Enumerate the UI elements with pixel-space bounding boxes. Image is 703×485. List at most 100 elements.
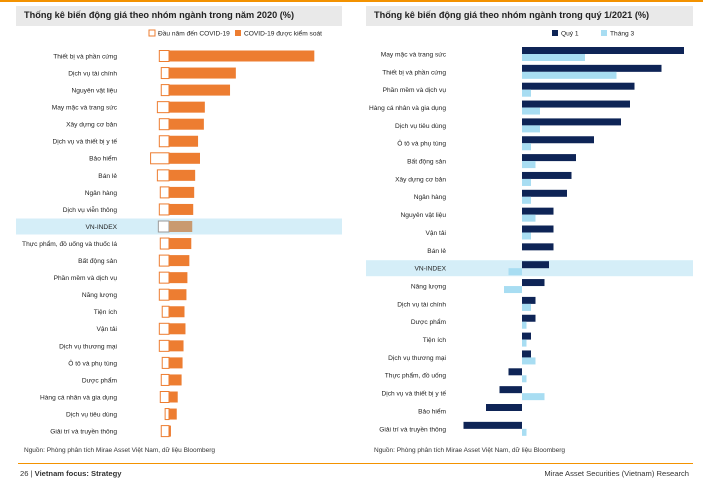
category-label-dich-vu-vien-thong: Dịch vụ viễn thông bbox=[63, 205, 118, 214]
footer-section: Vietnam focus: Strategy bbox=[34, 469, 122, 478]
bar-quarter1-bao-hiem bbox=[486, 404, 522, 411]
bar-covid-controlled-dich-vu-tieu-dung bbox=[169, 408, 177, 420]
legend-label-covid-controlled: COVID-19 được kiểm soát bbox=[244, 30, 322, 38]
category-label-xay-dung-co-ban: Xây dựng cơ bản bbox=[66, 122, 117, 129]
category-label-giai-tri-va-truyen-thong: Giải trí và truyền thông bbox=[379, 424, 446, 433]
category-label-van-tai: Vận tải bbox=[96, 326, 117, 333]
category-label-hang-ca-nhan-va-gia-dung: Hàng cá nhân và gia dụng bbox=[369, 105, 446, 112]
legend-label-before-covid: Đầu năm đến COVID-19 bbox=[158, 29, 230, 38]
legend-swatch-solid bbox=[235, 30, 241, 36]
left-chart-header: Thống kê biến động giá theo nhóm ngành t… bbox=[16, 6, 342, 26]
category-label-duoc-pham: Dược phẩm bbox=[82, 376, 118, 384]
bar-covid-controlled-bat-dong-san bbox=[169, 255, 190, 267]
category-label-vn-index: VN-INDEX bbox=[414, 266, 446, 273]
legend-swatch-outline bbox=[148, 29, 156, 37]
category-label-dich-vu-va-thiet-bi-y-te: Dịch vụ và thiết bị y tế bbox=[381, 389, 446, 398]
bar-before-covid-dich-vu-tai-chinh bbox=[160, 67, 170, 80]
bar-covid-controlled-nguyen-vat-lieu bbox=[169, 84, 231, 96]
bar-before-covid-dich-vu-va-thiet-bi-y-te bbox=[158, 135, 170, 148]
bar-march-duoc-pham bbox=[522, 321, 527, 329]
bar-before-covid-duoc-pham bbox=[160, 373, 170, 386]
bar-covid-controlled-hang-ca-nhan-va-gia-dung bbox=[169, 391, 178, 403]
bar-quarter1-bat-dong-san bbox=[522, 154, 576, 162]
bar-quarter1-thiet-bi-va-phan-cung bbox=[522, 64, 662, 72]
bar-quarter1-van-tai bbox=[522, 225, 554, 233]
bar-march-may-mac-va-trang-suc bbox=[522, 54, 585, 61]
bar-march-bat-dong-san bbox=[522, 161, 536, 169]
bar-march-dich-vu-va-thiet-bi-y-te bbox=[522, 393, 545, 401]
bar-before-covid-ngan-hang bbox=[159, 186, 170, 199]
category-label-thuc-pham-do-uong-va-thuoc-la: Thực phẩm, đồ uống và thuốc lá bbox=[22, 239, 117, 248]
legend-label-quarter1: Quý 1 bbox=[561, 31, 579, 38]
bar-covid-controlled-bao-hiem bbox=[169, 152, 200, 164]
bar-covid-controlled-thiet-bi-va-phan-cung bbox=[169, 50, 315, 62]
left-legend: Đầu năm đến COVID-19 COVID-19 được kiểm s… bbox=[148, 29, 322, 38]
bar-march-van-tai bbox=[522, 232, 531, 240]
legend-swatch-march bbox=[601, 30, 607, 36]
footer-page-number: 26 | bbox=[20, 469, 35, 478]
bar-before-covid-phan-mem-va-dich-vu bbox=[158, 271, 170, 284]
bar-covid-controlled-duoc-pham bbox=[169, 374, 182, 386]
bar-covid-controlled-xay-dung-co-ban bbox=[169, 118, 204, 130]
bar-before-covid-thuc-pham-do-uong-va-thuoc-la bbox=[159, 237, 170, 250]
left-chart-source: Nguồn: Phòng phân tích Mirae Asset Việt … bbox=[24, 447, 216, 454]
bar-march-nang-luong bbox=[504, 286, 522, 294]
category-label-phan-mem-va-dich-vu: Phần mềm và dịch vụ bbox=[54, 273, 118, 282]
category-label-vn-index: VN-INDEX bbox=[85, 224, 117, 231]
right-chart-title: Thống kê biến động giá theo nhóm ngành t… bbox=[374, 10, 650, 20]
bar-quarter1-giai-tri-va-truyen-thong bbox=[463, 421, 522, 429]
bar-before-covid-dich-vu-tieu-dung bbox=[164, 408, 170, 421]
category-label-nang-luong: Năng lượng bbox=[411, 283, 446, 290]
footer-company: Mirae Asset Securities (Vietnam) Researc… bbox=[544, 469, 689, 478]
category-label-bat-dong-san: Bất động sản bbox=[78, 256, 117, 265]
bar-before-covid-nang-luong bbox=[158, 288, 170, 301]
bar-before-covid-bat-dong-san bbox=[158, 254, 170, 267]
top-accent-rule bbox=[0, 0, 703, 2]
bar-covid-controlled-ngan-hang bbox=[169, 186, 195, 198]
bar-before-covid-bao-hiem bbox=[150, 152, 170, 165]
bar-quarter1-duoc-pham bbox=[522, 314, 536, 322]
bar-before-covid-xay-dung-co-ban bbox=[158, 118, 170, 131]
left-chart-title: Thống kê biến động giá theo nhóm ngành t… bbox=[24, 10, 295, 20]
bar-quarter1-dich-vu-tieu-dung bbox=[522, 118, 621, 126]
legend-label-march: Tháng 3 bbox=[610, 31, 635, 38]
bar-quarter1-nguyen-vat-lieu bbox=[522, 207, 554, 215]
bar-covid-controlled-tien-ich bbox=[169, 306, 185, 318]
bar-before-covid-nguyen-vat-lieu bbox=[160, 84, 170, 97]
bar-march-nguyen-vat-lieu bbox=[522, 214, 536, 222]
bar-quarter1-nang-luong bbox=[522, 279, 545, 287]
bar-quarter1-o-to-va-phu-tung bbox=[522, 136, 594, 144]
bar-covid-controlled-giai-tri-va-truyen-thong bbox=[169, 425, 171, 437]
bar-march-phan-mem-va-dich-vu bbox=[522, 89, 531, 97]
category-label-xay-dung-co-ban: Xây dựng cơ bản bbox=[395, 176, 446, 183]
category-label-thiet-bi-va-phan-cung: Thiết bị và phần cứng bbox=[382, 67, 446, 76]
bar-march-giai-tri-va-truyen-thong bbox=[522, 428, 527, 436]
category-label-duoc-pham: Dược phẩm bbox=[411, 318, 447, 326]
bar-march-o-to-va-phu-tung bbox=[522, 143, 531, 151]
bar-before-covid-vn-index bbox=[157, 220, 170, 233]
bar-covid-controlled-dich-vu-thuong-mai bbox=[169, 340, 184, 352]
category-label-nguyen-vat-lieu: Nguyên vật liệu bbox=[72, 88, 118, 95]
bar-march-xay-dung-co-ban bbox=[522, 178, 531, 186]
left-bar-chart: Đầu năm đến COVID-19 COVID-19 được kiểm s… bbox=[16, 29, 342, 438]
bar-quarter1-tien-ich bbox=[522, 332, 531, 340]
category-label-tien-ich: Tiện ích bbox=[94, 309, 118, 316]
category-label-ngan-hang: Ngân hàng bbox=[85, 190, 118, 197]
category-label-dich-vu-tai-chinh: Dịch vụ tài chính bbox=[68, 70, 117, 77]
category-label-dich-vu-tieu-dung: Dịch vụ tiêu dùng bbox=[395, 123, 446, 130]
bar-covid-controlled-may-mac-va-trang-suc bbox=[169, 101, 205, 113]
category-label-thuc-pham-do-uong: Thực phẩm, đồ uống bbox=[385, 371, 447, 380]
bar-march-hang-ca-nhan-va-gia-dung bbox=[522, 107, 540, 115]
category-label-van-tai: Vận tải bbox=[425, 230, 446, 237]
bar-before-covid-tien-ich bbox=[161, 305, 170, 318]
category-label-hang-ca-nhan-va-gia-dung: Hàng cá nhân và gia dụng bbox=[40, 394, 117, 401]
category-label-dich-vu-va-thiet-bi-y-te: Dịch vụ và thiết bị y tế bbox=[52, 137, 117, 146]
category-label-dich-vu-thuong-mai: Dịch vụ thương mại bbox=[388, 355, 446, 362]
bar-before-covid-giai-tri-va-truyen-thong bbox=[160, 425, 170, 438]
category-label-nguyen-vat-lieu: Nguyên vật liệu bbox=[401, 212, 447, 219]
bar-quarter1-ngan-hang bbox=[522, 189, 567, 197]
category-label-may-mac-va-trang-suc: May mặc và trang sức bbox=[381, 51, 447, 58]
category-label-dich-vu-tai-chinh: Dịch vụ tài chính bbox=[397, 301, 446, 308]
bar-march-dich-vu-thuong-mai bbox=[522, 357, 536, 365]
category-label-ban-le: Bán lẻ bbox=[427, 248, 446, 255]
